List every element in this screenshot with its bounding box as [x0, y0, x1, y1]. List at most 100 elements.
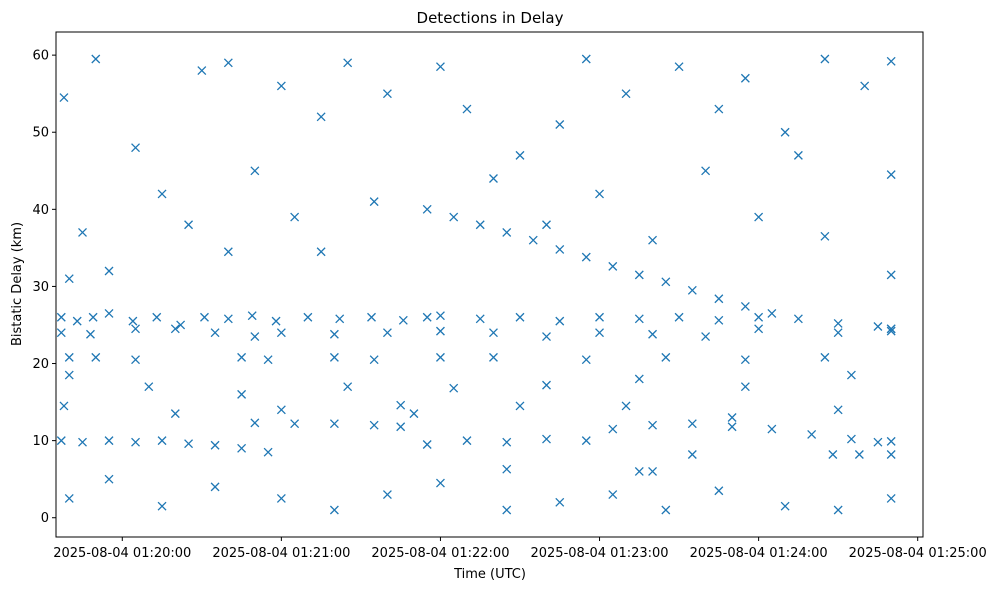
- data-point: [714, 294, 724, 304]
- data-point: [767, 424, 777, 434]
- data-point: [727, 413, 737, 422]
- data-point: [860, 81, 870, 91]
- y-tick-label: 10: [32, 434, 49, 449]
- data-point: [435, 326, 445, 336]
- data-point: [316, 247, 326, 257]
- data-point: [581, 436, 591, 446]
- plot-frame: [55, 31, 924, 538]
- data-point: [86, 329, 95, 339]
- data-point: [59, 93, 69, 102]
- data-point: [793, 150, 803, 160]
- data-point: [435, 62, 445, 72]
- data-point: [184, 220, 194, 230]
- data-point: [475, 314, 485, 324]
- data-point: [329, 329, 339, 339]
- data-point: [515, 150, 525, 160]
- data-point: [886, 450, 896, 459]
- data-point: [369, 420, 379, 430]
- data-point: [886, 493, 896, 503]
- data-point: [780, 127, 790, 137]
- data-point: [247, 311, 257, 321]
- data-point: [396, 422, 406, 432]
- y-axis-label: Bistatic Delay (km): [10, 222, 25, 346]
- data-point: [462, 104, 472, 114]
- data-point: [210, 482, 220, 492]
- data-point: [157, 189, 167, 199]
- x-tick-label: 2025-08-04 01:20:00: [53, 546, 191, 561]
- data-point: [104, 474, 114, 484]
- x-axis-label: Time (UTC): [453, 567, 526, 582]
- data-point: [873, 437, 883, 447]
- data-point: [335, 314, 345, 324]
- data-point: [78, 227, 87, 237]
- data-point: [250, 166, 260, 176]
- data-point: [449, 383, 459, 393]
- data-point: [88, 312, 98, 322]
- data-point: [502, 227, 512, 237]
- data-point: [316, 112, 326, 122]
- data-point: [515, 312, 525, 322]
- data-point: [489, 328, 498, 338]
- data-point: [886, 170, 896, 180]
- data-point: [104, 266, 114, 276]
- data-point: [382, 89, 392, 99]
- data-point: [422, 440, 432, 449]
- data-point: [833, 505, 843, 515]
- data-point: [369, 355, 379, 365]
- data-point: [502, 437, 512, 447]
- data-point: [674, 62, 684, 72]
- data-point: [290, 419, 300, 429]
- data-point: [886, 326, 896, 336]
- y-tick-label: 60: [32, 49, 49, 64]
- data-point: [104, 436, 114, 446]
- data-point: [435, 311, 445, 321]
- data-point: [661, 505, 671, 515]
- x-tick-label: 2025-08-04 01:21:00: [212, 546, 350, 561]
- data-point: [886, 324, 896, 334]
- x-axis-ticks: 2025-08-04 01:20:00 2025-08-04 01:21:00 20…: [53, 537, 987, 561]
- data-point: [687, 285, 697, 295]
- data-point: [767, 308, 777, 318]
- data-point: [489, 174, 498, 183]
- data-point: [329, 505, 339, 515]
- data-point: [104, 308, 114, 318]
- data-point: [489, 352, 498, 362]
- data-point: [701, 332, 711, 342]
- data-point: [223, 314, 233, 324]
- data-point: [581, 355, 591, 365]
- data-point: [634, 270, 644, 280]
- data-point: [64, 370, 74, 380]
- data-point: [59, 401, 69, 411]
- data-point: [462, 436, 472, 446]
- data-point: [343, 382, 353, 392]
- data-point: [595, 189, 604, 199]
- data-point: [820, 231, 830, 241]
- data-point: [276, 328, 286, 338]
- data-point: [303, 312, 313, 322]
- data-point: [152, 312, 162, 322]
- data-point: [886, 436, 896, 446]
- data-point: [157, 501, 167, 511]
- data-point: [608, 261, 618, 271]
- data-point: [422, 204, 432, 214]
- data-point: [621, 401, 631, 411]
- data-point: [369, 197, 379, 207]
- data-point: [56, 328, 66, 338]
- data-point: [144, 382, 154, 392]
- chart-title: Detections in Delay: [417, 9, 564, 27]
- data-point: [608, 490, 618, 500]
- data-point: [276, 493, 286, 503]
- data-point: [502, 505, 512, 515]
- data-point: [435, 478, 445, 488]
- data-point: [250, 332, 260, 342]
- y-tick-label: 20: [32, 357, 49, 372]
- data-point: [64, 352, 74, 362]
- y-axis-ticks: 0 10 20 30 40 50 60: [32, 49, 56, 526]
- data-point: [367, 312, 376, 322]
- data-point: [820, 352, 830, 362]
- y-tick-label: 0: [41, 511, 49, 526]
- data-point: [237, 389, 247, 399]
- data-point: [398, 315, 408, 325]
